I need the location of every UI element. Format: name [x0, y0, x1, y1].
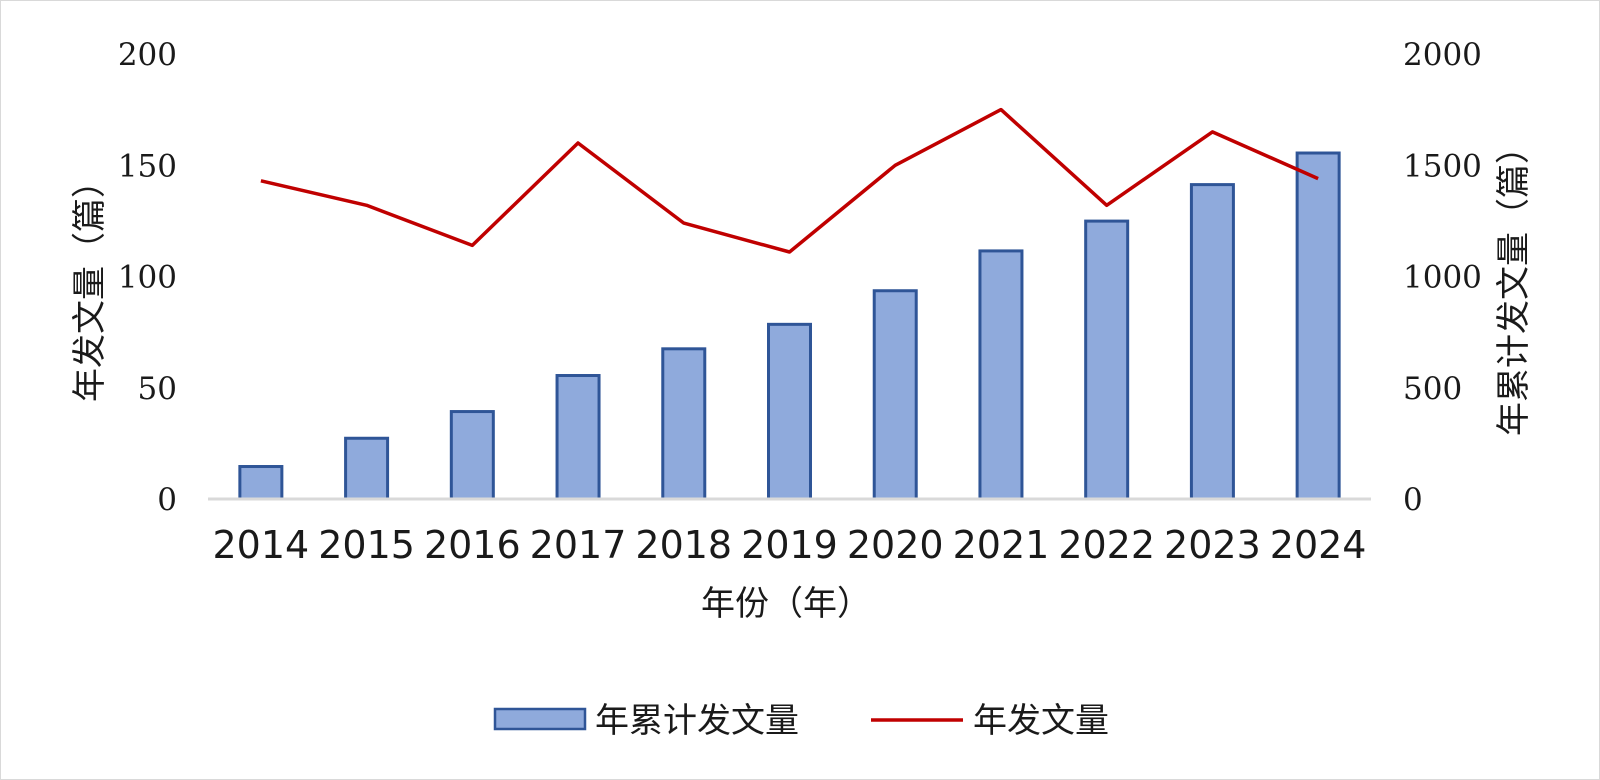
x-tick-label: 2022: [1058, 523, 1155, 567]
left-tick-label: 50: [138, 371, 177, 407]
x-tick-label: 2018: [635, 523, 732, 567]
legend-bar-swatch: [493, 707, 587, 731]
left-tick-label: 0: [157, 482, 177, 518]
x-tick-label: 2023: [1164, 523, 1261, 567]
left-tick-label: 200: [118, 37, 177, 73]
x-tick-label: 2014: [213, 523, 310, 567]
bar-2023: [1189, 183, 1235, 501]
x-tick-label: 2021: [953, 523, 1050, 567]
bar-2017: [555, 374, 601, 501]
x-tick-label: 2019: [741, 523, 838, 567]
bar-2016: [449, 410, 495, 501]
line-layer: [260, 107, 1319, 254]
right-tick-label: 500: [1403, 371, 1462, 407]
bar-2024: [1295, 151, 1341, 501]
left-tick-label: 150: [118, 148, 177, 184]
x-tick-label: 2017: [530, 523, 627, 567]
bar-2015: [344, 436, 390, 501]
left-axis-title: 年发文量（篇）: [70, 164, 110, 402]
bars-layer: [238, 151, 1341, 501]
right-axis-ticks: 0 500 1000 1500 2000: [1403, 37, 1482, 518]
x-tick-label: 2015: [318, 523, 415, 567]
x-axis-title: 年份（年）: [701, 584, 871, 624]
legend: 年累计发文量 年发文量: [493, 701, 1109, 741]
right-axis-title: 年累计发文量（篇）: [1494, 130, 1534, 436]
legend-bar-label: 年累计发文量: [595, 701, 799, 741]
legend-line-label: 年发文量: [973, 701, 1109, 741]
right-tick-label: 1000: [1403, 260, 1482, 296]
bar-2022: [1084, 219, 1130, 501]
bar-2018: [661, 347, 707, 501]
x-tick-label: 2020: [847, 523, 944, 567]
right-tick-label: 0: [1403, 482, 1423, 518]
left-tick-label: 100: [118, 260, 177, 296]
left-axis-ticks: 0 50 100 150 200: [118, 37, 177, 518]
bar-2014: [238, 465, 284, 501]
bar-2020: [872, 289, 918, 501]
right-tick-label: 1500: [1403, 148, 1482, 184]
right-tick-label: 2000: [1403, 37, 1482, 73]
series-line-annual: [260, 107, 1319, 254]
bar-2021: [978, 249, 1024, 501]
x-axis-ticks: 2014 2015 2016 2017 2018 2019 2020 2021 2022 2023…: [213, 523, 1367, 567]
bar-2019: [767, 322, 812, 501]
x-tick-label: 2024: [1270, 523, 1367, 567]
x-tick-label: 2016: [424, 523, 521, 567]
